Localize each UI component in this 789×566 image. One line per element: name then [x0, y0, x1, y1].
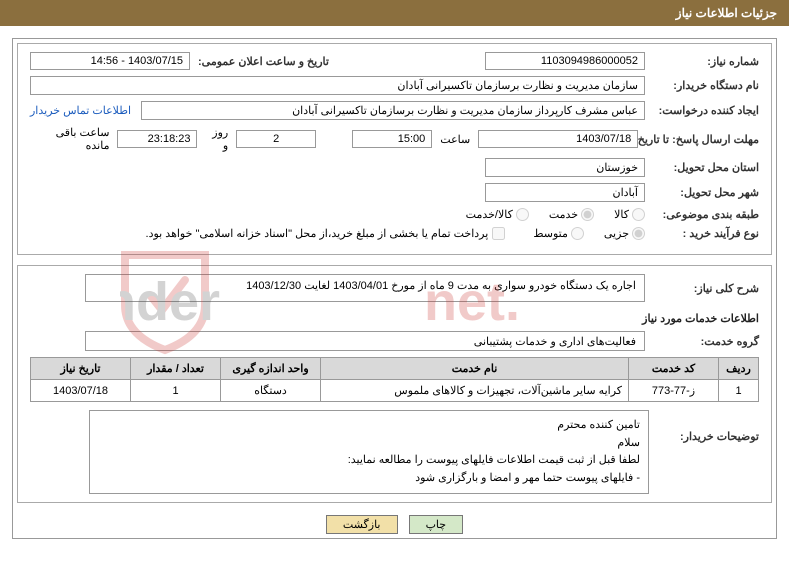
radio-medium[interactable]: متوسط	[533, 227, 584, 240]
overall-text-box: اجاره یک دستگاه خودرو سواری به مدت 9 ماه…	[85, 274, 645, 302]
group-field: فعالیت‌های اداری و خدمات پشتیبانی	[85, 331, 645, 351]
services-header: اطلاعات خدمات مورد نیاز	[30, 312, 759, 325]
button-row: چاپ بازگشت	[17, 515, 772, 534]
remain-suffix-label: ساعت باقی مانده	[30, 126, 113, 152]
hour-label: ساعت	[436, 133, 474, 146]
row-subject-class: طبقه بندی موضوعی: کالا خدمت کالا/خدمت	[30, 208, 759, 221]
cell-row: 1	[719, 380, 759, 402]
row-group: گروه خدمت: فعالیت‌های اداری و خدمات پشتی…	[30, 331, 759, 351]
col-row: ردیف	[719, 358, 759, 380]
radio-partial[interactable]: جزیی	[604, 227, 645, 240]
announce-label: تاریخ و ساعت اعلان عمومی:	[194, 55, 333, 68]
need-no-field: 1103094986000052	[485, 52, 645, 70]
buyer-org-label: نام دستگاه خریدار:	[649, 79, 759, 92]
radio-goods-text: کالا	[614, 208, 629, 221]
page-header: جزئیات اطلاعات نیاز	[0, 0, 789, 26]
deadline-date-field: 1403/07/18	[478, 130, 638, 148]
back-button[interactable]: بازگشت	[326, 515, 398, 534]
deadline-time-field: 15:00	[352, 130, 432, 148]
city-label: شهر محل تحویل:	[649, 186, 759, 199]
process-radios: جزیی متوسط	[519, 227, 645, 240]
deadline-label: مهلت ارسال پاسخ: تا تاریخ:	[642, 133, 759, 146]
radio-medium-input[interactable]	[571, 227, 584, 240]
process-label: نوع فرآیند خرید :	[649, 227, 759, 240]
city-field: آبادان	[485, 183, 645, 202]
province-field: خوزستان	[485, 158, 645, 177]
services-table: ردیف کد خدمت نام خدمت واحد اندازه گیری ت…	[30, 357, 759, 402]
buyer-notes-label: توضیحات خریدار:	[649, 410, 759, 443]
radio-goods-service[interactable]: کالا/خدمت	[466, 208, 529, 221]
remain-time-field: 23:18:23	[117, 130, 197, 148]
days-and-label: روز و	[201, 126, 232, 152]
requester-field: عباس مشرف کارپرداز سازمان مدیریت و نظارت…	[141, 101, 645, 120]
subject-class-label: طبقه بندی موضوعی:	[649, 208, 759, 221]
radio-service-text: خدمت	[549, 208, 578, 221]
print-button[interactable]: چاپ	[409, 515, 464, 534]
col-date: تاریخ نیاز	[31, 358, 131, 380]
main-container: شماره نیاز: 1103094986000052 تاریخ و ساع…	[12, 38, 777, 539]
note-line1: تامین کننده محترم	[98, 417, 640, 435]
note-line3: لطفا قبل از ثبت قیمت اطلاعات فایلهای پیو…	[98, 452, 640, 470]
row-overall: شرح کلی نیاز: اجاره یک دستگاه خودرو سوار…	[30, 274, 759, 302]
remain-days-field: 2	[236, 130, 316, 148]
radio-partial-input[interactable]	[632, 227, 645, 240]
row-deadline: مهلت ارسال پاسخ: تا تاریخ: 1403/07/18 سا…	[30, 126, 759, 152]
col-name: نام خدمت	[321, 358, 629, 380]
payment-note: پرداخت تمام یا بخشی از مبلغ خرید،از محل …	[146, 227, 489, 240]
radio-service[interactable]: خدمت	[549, 208, 594, 221]
radio-gs-input[interactable]	[516, 208, 529, 221]
radio-partial-text: جزیی	[604, 227, 629, 240]
announce-field: 1403/07/15 - 14:56	[30, 52, 190, 70]
row-city: شهر محل تحویل: آبادان	[30, 183, 759, 202]
buyer-desc-row: توضیحات خریدار: تامین کننده محترم سلام ل…	[30, 410, 759, 494]
radio-gs-text: کالا/خدمت	[466, 208, 513, 221]
note-line2: سلام	[98, 435, 640, 453]
need-no-label: شماره نیاز:	[649, 55, 759, 68]
col-code: کد خدمت	[629, 358, 719, 380]
col-qty: تعداد / مقدار	[131, 358, 221, 380]
radio-medium-text: متوسط	[533, 227, 568, 240]
row-need-no: شماره نیاز: 1103094986000052 تاریخ و ساع…	[30, 52, 759, 70]
table-row: 1 ز-77-773 کرایه سایر ماشین‌آلات، تجهیزا…	[31, 380, 759, 402]
buyer-org-field: سازمان مدیریت و نظارت برسازمان تاکسیرانی…	[30, 76, 645, 95]
province-label: استان محل تحویل:	[649, 161, 759, 174]
page-title: جزئیات اطلاعات نیاز	[676, 6, 777, 20]
group-label: گروه خدمت:	[649, 335, 759, 348]
row-process: نوع فرآیند خرید : جزیی متوسط پرداخت تمام…	[30, 227, 759, 240]
cell-unit: دستگاه	[221, 380, 321, 402]
note-line4: - فایلهای پیوست حتما مهر و امضا و بارگزا…	[98, 470, 640, 488]
cell-qty: 1	[131, 380, 221, 402]
overall-label: شرح کلی نیاز:	[649, 282, 759, 295]
col-unit: واحد اندازه گیری	[221, 358, 321, 380]
radio-goods-input[interactable]	[632, 208, 645, 221]
buyer-notes-box: تامین کننده محترم سلام لطفا قبل از ثبت ق…	[89, 410, 649, 494]
row-province: استان محل تحویل: خوزستان	[30, 158, 759, 177]
radio-goods[interactable]: کالا	[614, 208, 645, 221]
row-requester: ایجاد کننده درخواست: عباس مشرف کارپرداز …	[30, 101, 759, 120]
cell-code: ز-77-773	[629, 380, 719, 402]
subject-class-radios: کالا خدمت کالا/خدمت	[452, 208, 645, 221]
payment-checkbox-wrap: پرداخت تمام یا بخشی از مبلغ خرید،از محل …	[146, 227, 506, 240]
cell-name: کرایه سایر ماشین‌آلات، تجهیزات و کالاهای…	[321, 380, 629, 402]
contact-link[interactable]: اطلاعات تماس خریدار	[30, 104, 131, 117]
requester-label: ایجاد کننده درخواست:	[649, 104, 759, 117]
row-buyer-org: نام دستگاه خریدار: سازمان مدیریت و نظارت…	[30, 76, 759, 95]
radio-service-input[interactable]	[581, 208, 594, 221]
info-frame: شماره نیاز: 1103094986000052 تاریخ و ساع…	[17, 43, 772, 255]
payment-checkbox[interactable]	[492, 227, 505, 240]
table-header-row: ردیف کد خدمت نام خدمت واحد اندازه گیری ت…	[31, 358, 759, 380]
desc-frame: شرح کلی نیاز: اجاره یک دستگاه خودرو سوار…	[17, 265, 772, 503]
cell-date: 1403/07/18	[31, 380, 131, 402]
